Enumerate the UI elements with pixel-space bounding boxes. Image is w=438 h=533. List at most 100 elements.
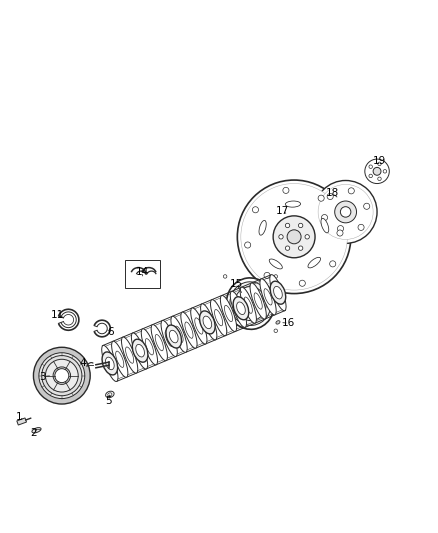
Ellipse shape — [259, 220, 266, 235]
Text: 19: 19 — [373, 156, 386, 166]
Ellipse shape — [135, 343, 144, 359]
Circle shape — [252, 207, 258, 213]
Circle shape — [241, 183, 347, 290]
Ellipse shape — [254, 293, 262, 309]
Text: 18: 18 — [326, 188, 339, 198]
Text: 17: 17 — [276, 206, 289, 216]
Circle shape — [318, 195, 324, 201]
Ellipse shape — [270, 274, 286, 311]
Ellipse shape — [145, 338, 153, 355]
Ellipse shape — [170, 330, 178, 343]
Ellipse shape — [108, 393, 112, 396]
Circle shape — [273, 216, 315, 258]
Ellipse shape — [131, 333, 148, 369]
Circle shape — [383, 169, 387, 173]
Circle shape — [314, 181, 377, 244]
Ellipse shape — [195, 318, 203, 334]
Circle shape — [274, 274, 278, 278]
Ellipse shape — [220, 295, 237, 332]
Text: 3: 3 — [39, 372, 46, 382]
Ellipse shape — [201, 304, 217, 340]
Ellipse shape — [132, 339, 148, 362]
Ellipse shape — [237, 302, 245, 314]
Ellipse shape — [46, 359, 78, 392]
Ellipse shape — [175, 326, 183, 343]
Circle shape — [340, 207, 351, 217]
Ellipse shape — [264, 289, 272, 305]
Text: 1: 1 — [16, 412, 22, 422]
Circle shape — [286, 246, 290, 251]
Ellipse shape — [260, 279, 276, 315]
Text: 6: 6 — [107, 327, 114, 337]
Circle shape — [335, 201, 357, 223]
Ellipse shape — [205, 313, 213, 330]
Ellipse shape — [112, 341, 128, 377]
Ellipse shape — [53, 367, 71, 384]
Circle shape — [364, 203, 370, 209]
Ellipse shape — [155, 335, 163, 351]
Ellipse shape — [102, 352, 118, 375]
Circle shape — [330, 261, 336, 267]
Ellipse shape — [274, 286, 282, 299]
Ellipse shape — [33, 348, 90, 404]
Ellipse shape — [276, 321, 280, 324]
Circle shape — [237, 180, 351, 294]
Ellipse shape — [250, 283, 266, 319]
Ellipse shape — [121, 337, 138, 373]
Ellipse shape — [141, 329, 158, 365]
Ellipse shape — [230, 291, 247, 327]
Ellipse shape — [106, 357, 114, 370]
Circle shape — [287, 230, 301, 244]
Ellipse shape — [151, 325, 167, 361]
Circle shape — [264, 272, 270, 279]
Ellipse shape — [161, 320, 177, 357]
Circle shape — [305, 235, 309, 239]
Circle shape — [365, 159, 389, 183]
Circle shape — [348, 188, 354, 194]
Circle shape — [55, 369, 69, 383]
Circle shape — [283, 187, 289, 193]
Text: 15: 15 — [230, 279, 243, 289]
Ellipse shape — [200, 311, 215, 334]
Circle shape — [373, 167, 381, 175]
Circle shape — [378, 177, 381, 181]
Circle shape — [358, 224, 364, 230]
Bar — [125, 260, 160, 288]
Ellipse shape — [185, 322, 193, 338]
Ellipse shape — [181, 312, 197, 348]
Circle shape — [298, 223, 303, 228]
Circle shape — [274, 329, 278, 333]
Circle shape — [321, 214, 328, 221]
Ellipse shape — [285, 201, 300, 207]
Ellipse shape — [191, 308, 207, 344]
Circle shape — [298, 246, 303, 251]
Ellipse shape — [165, 330, 173, 346]
Ellipse shape — [39, 353, 85, 399]
Ellipse shape — [166, 325, 181, 348]
Ellipse shape — [234, 301, 243, 318]
Ellipse shape — [102, 345, 118, 382]
Circle shape — [337, 225, 343, 232]
Text: 2: 2 — [30, 429, 37, 438]
Ellipse shape — [106, 356, 114, 372]
Ellipse shape — [269, 259, 283, 269]
Ellipse shape — [233, 297, 249, 320]
Ellipse shape — [126, 347, 134, 364]
Ellipse shape — [203, 316, 212, 329]
Ellipse shape — [171, 316, 187, 352]
Ellipse shape — [136, 344, 145, 357]
Ellipse shape — [244, 297, 252, 313]
Circle shape — [369, 174, 372, 177]
Ellipse shape — [32, 427, 41, 433]
Ellipse shape — [235, 287, 266, 321]
Circle shape — [286, 223, 290, 228]
Ellipse shape — [226, 278, 275, 329]
Circle shape — [369, 165, 372, 168]
Ellipse shape — [211, 300, 227, 336]
Text: 5: 5 — [106, 396, 112, 406]
Ellipse shape — [308, 257, 321, 268]
Ellipse shape — [274, 285, 282, 301]
Circle shape — [327, 193, 333, 199]
Text: 14: 14 — [136, 266, 149, 277]
Circle shape — [244, 242, 251, 248]
